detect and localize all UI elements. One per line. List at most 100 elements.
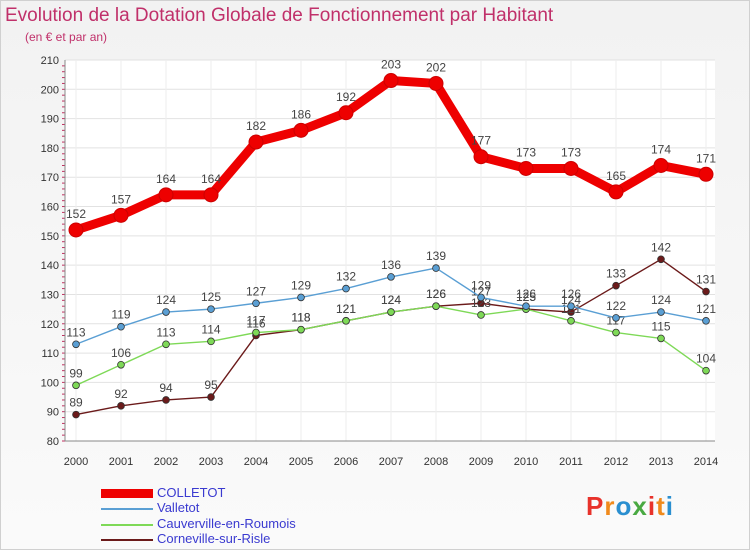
legend-swatch bbox=[101, 489, 153, 499]
data-point-valletot bbox=[162, 308, 170, 316]
data-point-valletot bbox=[297, 293, 305, 302]
data-point-valletot bbox=[612, 314, 620, 322]
data-label-colletot: 192 bbox=[336, 90, 356, 104]
data-point-corneville-sur-risle bbox=[702, 287, 710, 296]
data-label-cauverville-en-roumois: 104 bbox=[696, 352, 716, 366]
proxiti-logo: Proxiti bbox=[586, 491, 674, 522]
data-point-corneville-sur-risle bbox=[162, 396, 170, 404]
y-tick-label: 150 bbox=[41, 231, 59, 243]
data-point-colletot bbox=[203, 187, 219, 203]
data-label-valletot: 125 bbox=[201, 290, 221, 304]
data-label-cauverville-en-roumois: 123 bbox=[471, 296, 491, 310]
data-label-colletot: 173 bbox=[561, 145, 581, 159]
data-label-corneville-sur-risle: 94 bbox=[159, 381, 173, 395]
data-label-corneville-sur-risle: 124 bbox=[381, 293, 401, 307]
x-tick-label: 2008 bbox=[424, 456, 448, 468]
legend-label: COLLETOT bbox=[157, 485, 226, 500]
data-label-valletot: 127 bbox=[246, 284, 266, 298]
y-tick-label: 210 bbox=[41, 55, 59, 67]
y-tick-label: 80 bbox=[47, 436, 59, 448]
data-point-cauverville-en-roumois bbox=[567, 317, 575, 325]
data-point-cauverville-en-roumois bbox=[297, 325, 305, 334]
logo-letter: i bbox=[665, 491, 674, 521]
data-point-colletot bbox=[608, 184, 624, 200]
data-label-colletot: 186 bbox=[291, 107, 311, 121]
data-point-colletot bbox=[338, 105, 354, 121]
data-point-corneville-sur-risle bbox=[72, 410, 80, 419]
data-label-colletot: 165 bbox=[606, 169, 626, 183]
data-point-corneville-sur-risle bbox=[207, 393, 215, 401]
data-point-valletot bbox=[72, 340, 80, 349]
data-label-corneville-sur-risle: 133 bbox=[606, 267, 626, 281]
data-point-corneville-sur-risle bbox=[657, 255, 665, 264]
data-label-valletot: 139 bbox=[426, 249, 446, 263]
data-label-corneville-sur-risle: 118 bbox=[291, 311, 310, 325]
y-tick-label: 110 bbox=[41, 348, 59, 360]
data-point-colletot bbox=[248, 134, 264, 150]
data-point-cauverville-en-roumois bbox=[207, 337, 215, 346]
x-tick-label: 2002 bbox=[154, 456, 178, 468]
chart-subtitle: (en € et par an) bbox=[25, 30, 108, 44]
data-label-valletot: 121 bbox=[696, 302, 716, 316]
y-tick-label: 120 bbox=[41, 319, 59, 331]
x-tick-label: 2010 bbox=[514, 456, 538, 468]
data-label-colletot: 173 bbox=[516, 145, 536, 159]
x-tick-label: 2003 bbox=[199, 456, 223, 468]
data-point-colletot bbox=[518, 160, 534, 176]
data-point-colletot bbox=[428, 75, 444, 91]
legend-item-valletot: Valletot bbox=[101, 500, 199, 515]
legend-item-corneville: Corneville-sur-Risle bbox=[101, 531, 270, 546]
data-label-cauverville-en-roumois: 113 bbox=[156, 325, 175, 339]
data-point-colletot bbox=[293, 122, 309, 138]
legend-swatch bbox=[101, 523, 153, 526]
x-tick-label: 2013 bbox=[649, 456, 673, 468]
data-point-valletot bbox=[657, 308, 665, 316]
data-label-corneville-sur-risle: 116 bbox=[246, 316, 265, 330]
data-label-valletot: 124 bbox=[651, 293, 671, 307]
legend-label: Valletot bbox=[157, 500, 200, 515]
data-label-cauverville-en-roumois: 117 bbox=[246, 314, 265, 328]
data-label-corneville-sur-risle: 89 bbox=[69, 396, 83, 410]
data-point-valletot bbox=[207, 305, 215, 313]
data-point-corneville-sur-risle bbox=[612, 281, 620, 290]
data-point-valletot bbox=[252, 299, 260, 308]
x-tick-label: 2000 bbox=[64, 456, 88, 468]
data-label-valletot: 113 bbox=[66, 325, 85, 339]
data-label-corneville-sur-risle: 95 bbox=[204, 378, 218, 392]
y-tick-label: 100 bbox=[41, 377, 59, 389]
data-point-valletot bbox=[387, 273, 395, 281]
data-point-cauverville-en-roumois bbox=[657, 334, 665, 343]
data-point-colletot bbox=[698, 166, 714, 182]
data-point-cauverville-en-roumois bbox=[702, 366, 710, 375]
logo-letter: o bbox=[615, 491, 633, 521]
data-point-valletot bbox=[522, 302, 530, 310]
data-label-valletot: 129 bbox=[471, 278, 491, 292]
data-point-cauverville-en-roumois bbox=[117, 360, 125, 369]
data-label-corneville-sur-risle: 92 bbox=[114, 387, 128, 401]
x-tick-label: 2004 bbox=[244, 456, 268, 468]
data-label-valletot: 122 bbox=[606, 299, 626, 313]
y-tick-label: 130 bbox=[41, 289, 59, 301]
data-point-valletot bbox=[432, 264, 440, 272]
data-label-corneville-sur-risle: 121 bbox=[336, 302, 356, 316]
data-point-colletot bbox=[158, 187, 174, 203]
data-point-cauverville-en-roumois bbox=[252, 328, 260, 337]
data-label-cauverville-en-roumois: 124 bbox=[381, 293, 401, 307]
y-tick-label: 190 bbox=[41, 114, 59, 126]
data-point-corneville-sur-risle bbox=[117, 402, 125, 410]
y-tick-label: 160 bbox=[41, 202, 59, 214]
data-label-colletot: 171 bbox=[696, 151, 716, 165]
data-point-valletot bbox=[477, 293, 485, 302]
data-point-cauverville-en-roumois bbox=[342, 317, 350, 325]
data-point-cauverville-en-roumois bbox=[162, 340, 170, 349]
data-label-valletot: 129 bbox=[291, 278, 311, 292]
data-point-colletot bbox=[653, 158, 669, 174]
x-tick-label: 2005 bbox=[289, 456, 313, 468]
data-label-colletot: 164 bbox=[156, 172, 176, 186]
x-tick-label: 2009 bbox=[469, 456, 493, 468]
legend-item-cauverville: Cauverville-en-Roumois bbox=[101, 516, 296, 531]
data-point-colletot bbox=[473, 149, 489, 165]
data-label-corneville-sur-risle: 124 bbox=[561, 293, 581, 307]
legend-swatch bbox=[101, 507, 153, 510]
